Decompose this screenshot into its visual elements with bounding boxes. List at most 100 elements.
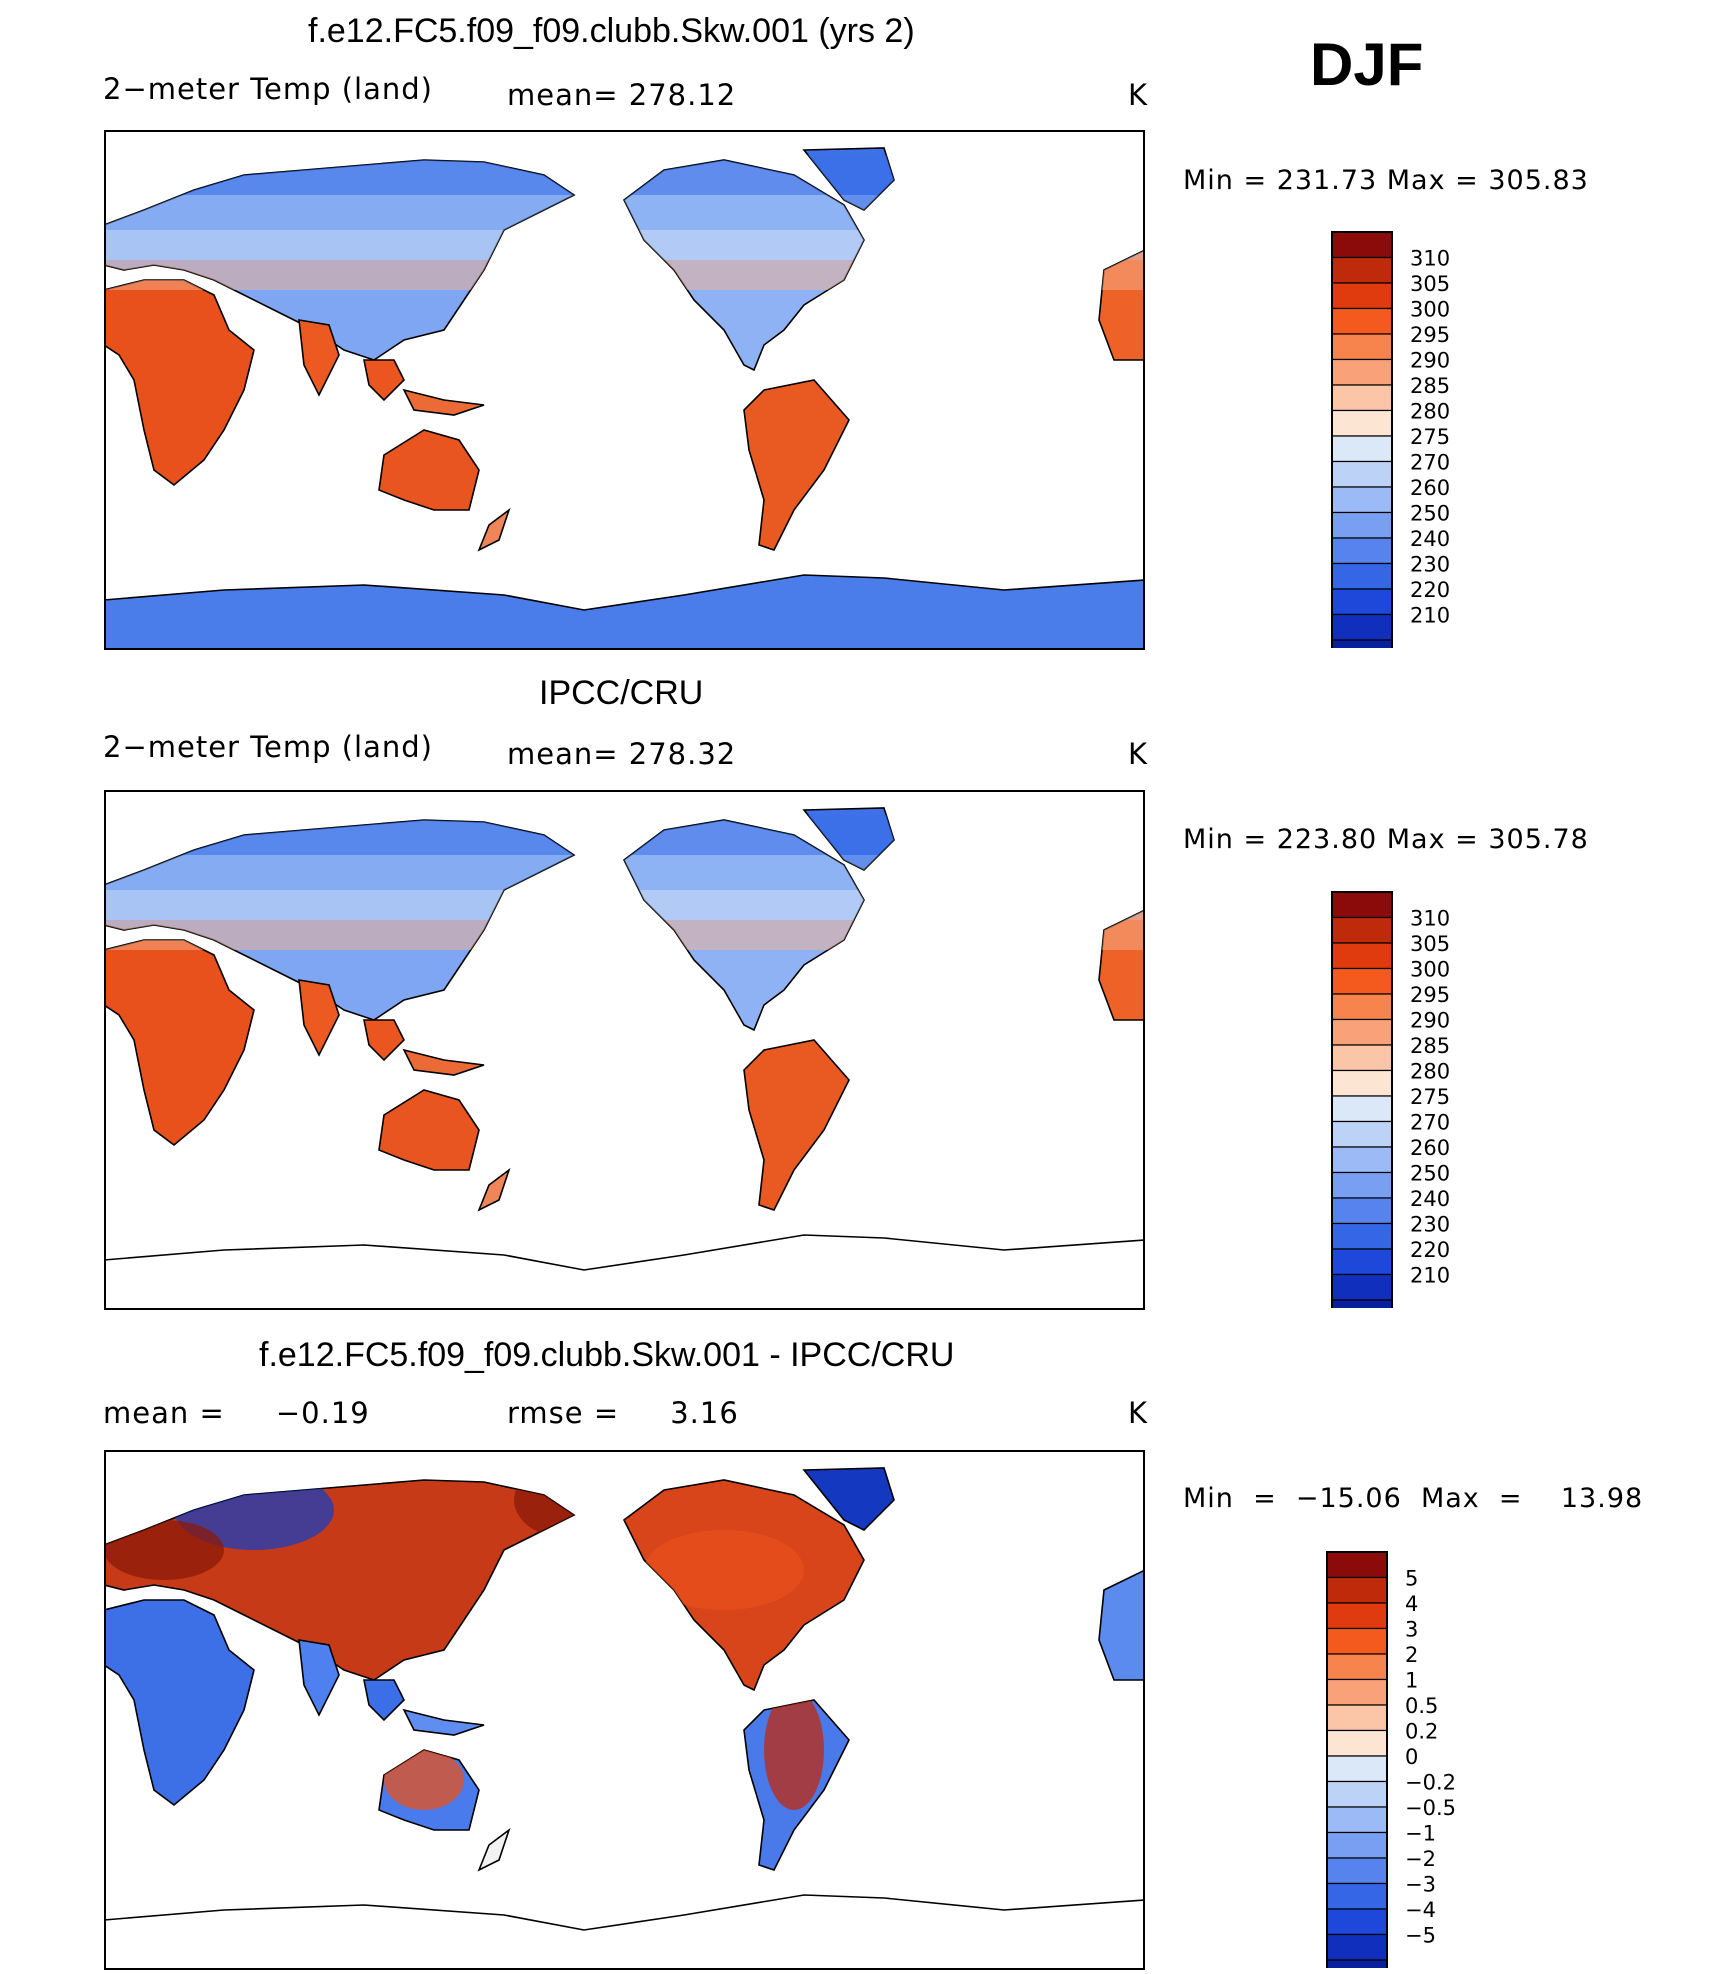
rmse-label: rmse = 3.16	[507, 1396, 739, 1430]
colorbar-tick-label: −3	[1405, 1873, 1436, 1897]
units-label: K	[1128, 1396, 1149, 1430]
colorbar-swatch	[1326, 1882, 1388, 1910]
colorbar-tick-label: 305	[1410, 272, 1450, 296]
colorbar-tick-label: 0.2	[1405, 1720, 1438, 1744]
colorbar: 3103053002952902852802752702602502402302…	[1331, 231, 1450, 648]
colorbar-swatch	[1331, 256, 1393, 284]
colorbar-tick-label: 275	[1410, 1085, 1450, 1109]
land-samerica	[743, 1039, 850, 1211]
colorbar-swatch	[1331, 460, 1393, 488]
colorbar-swatch	[1331, 333, 1393, 361]
difference-anomaly	[764, 1690, 824, 1810]
land-seasia	[363, 1019, 405, 1062]
colorbar-tick-label: 2	[1405, 1643, 1418, 1667]
colorbar-tick-label: 290	[1410, 349, 1450, 373]
colorbar-tick-label: 285	[1410, 1034, 1450, 1058]
colorbar-tick-label: 3	[1405, 1618, 1418, 1642]
colorbar-tick-label: 260	[1410, 1136, 1450, 1160]
colorbar-tick-label: 295	[1410, 323, 1450, 347]
land-antarctica	[104, 1234, 1145, 1310]
colorbar-tick-label: 310	[1410, 907, 1450, 931]
colorbar-tick-label: 240	[1410, 527, 1450, 551]
colorbar-swatch	[1331, 639, 1393, 648]
map-border	[104, 130, 1145, 650]
panel-title: f.e12.FC5.f09_f09.clubb.Skw.001 (yrs 2)	[308, 12, 915, 50]
colorbar-swatch	[1326, 1755, 1388, 1783]
colorbar-tick-label: −2	[1405, 1847, 1436, 1871]
land-nz	[477, 1827, 511, 1872]
colorbar-swatch	[1326, 1959, 1388, 1968]
colorbar-swatch	[1326, 1729, 1388, 1757]
colorbar-swatch	[1331, 384, 1393, 412]
land-india	[298, 979, 340, 1057]
mean-label: mean= 278.12	[507, 78, 737, 112]
colorbar-swatch	[1326, 1678, 1388, 1706]
colorbar-swatch	[1326, 1933, 1388, 1961]
colorbar-tick-label: 290	[1410, 1009, 1450, 1033]
colorbar-tick-label: 300	[1410, 298, 1450, 322]
colorbar-swatch	[1326, 1806, 1388, 1834]
colorbar-tick-label: 270	[1410, 1111, 1450, 1135]
minmax-label: Min = 223.80 Max = 305.78	[1183, 824, 1589, 855]
colorbar-tick-label: −1	[1405, 1822, 1436, 1846]
map-border	[104, 790, 1145, 1310]
map-border	[104, 1450, 1145, 1970]
colorbar-swatch	[1331, 1018, 1393, 1046]
land-australia	[378, 429, 480, 511]
colorbar-swatch	[1331, 1120, 1393, 1148]
land-indo	[402, 1708, 485, 1736]
season-label: DJF	[1310, 31, 1424, 98]
land-greenland	[802, 1467, 895, 1531]
variable-label: 2−meter Temp (land)	[103, 730, 433, 764]
colorbar-swatch	[1331, 1044, 1393, 1072]
colorbar-swatch	[1326, 1908, 1388, 1936]
colorbar-swatch	[1326, 1780, 1388, 1808]
colorbar: 3103053002952902852802752702602502402302…	[1331, 891, 1450, 1308]
panel-title: f.e12.FC5.f09_f09.clubb.Skw.001 - IPCC/C…	[259, 1336, 955, 1374]
colorbar-swatch	[1326, 1653, 1388, 1681]
difference-anomaly	[644, 1530, 804, 1610]
colorbar-tick-label: 270	[1410, 451, 1450, 475]
colorbar-swatch	[1326, 1627, 1388, 1655]
colorbar-outline	[1331, 891, 1393, 1308]
variable-label: 2−meter Temp (land)	[103, 72, 433, 106]
colorbar-swatch	[1326, 1704, 1388, 1732]
colorbar-tick-label: 0	[1405, 1745, 1418, 1769]
colorbar-tick-label: 310	[1410, 247, 1450, 271]
minmax-label: Min = −15.06 Max = 13.98	[1183, 1483, 1644, 1514]
land-africaE	[1098, 1569, 1145, 1681]
colorbar-swatch	[1326, 1831, 1388, 1859]
difference-anomaly	[384, 1750, 464, 1810]
colorbar-tick-label: 240	[1410, 1187, 1450, 1211]
colorbar-swatch	[1331, 486, 1393, 514]
colorbar-tick-label: −4	[1405, 1898, 1436, 1922]
colorbar-tick-label: 260	[1410, 476, 1450, 500]
land-antarctica	[104, 574, 1145, 650]
colorbar-tick-label: 4	[1405, 1592, 1418, 1616]
colorbar-swatch	[1331, 307, 1393, 335]
units-label: K	[1128, 737, 1149, 771]
colorbar-swatch	[1331, 1146, 1393, 1174]
colorbar-swatch	[1331, 562, 1393, 590]
units-label: K	[1128, 78, 1149, 112]
land-africa	[104, 1599, 255, 1807]
colorbar-tick-label: 305	[1410, 932, 1450, 956]
land-antarctica	[104, 1894, 1145, 1970]
minmax-label: Min = 231.73 Max = 305.83	[1183, 165, 1589, 196]
land-seasia	[363, 1679, 405, 1722]
colorbar-swatch	[1331, 1273, 1393, 1301]
colorbar-swatch	[1331, 613, 1393, 641]
colorbar-swatch	[1331, 588, 1393, 616]
colorbar-tick-label: 210	[1410, 604, 1450, 628]
colorbar-tick-label: 250	[1410, 1162, 1450, 1186]
land-india	[298, 1639, 340, 1717]
colorbar-outline	[1326, 1551, 1388, 1968]
land-indo	[402, 388, 485, 416]
colorbar-tick-label: 0.5	[1405, 1694, 1438, 1718]
colorbar-swatch	[1326, 1551, 1388, 1579]
panel-title: IPCC/CRU	[539, 674, 704, 712]
colorbar-tick-label: 280	[1410, 1060, 1450, 1084]
colorbar-swatch	[1331, 435, 1393, 463]
map-frame	[104, 130, 1145, 650]
